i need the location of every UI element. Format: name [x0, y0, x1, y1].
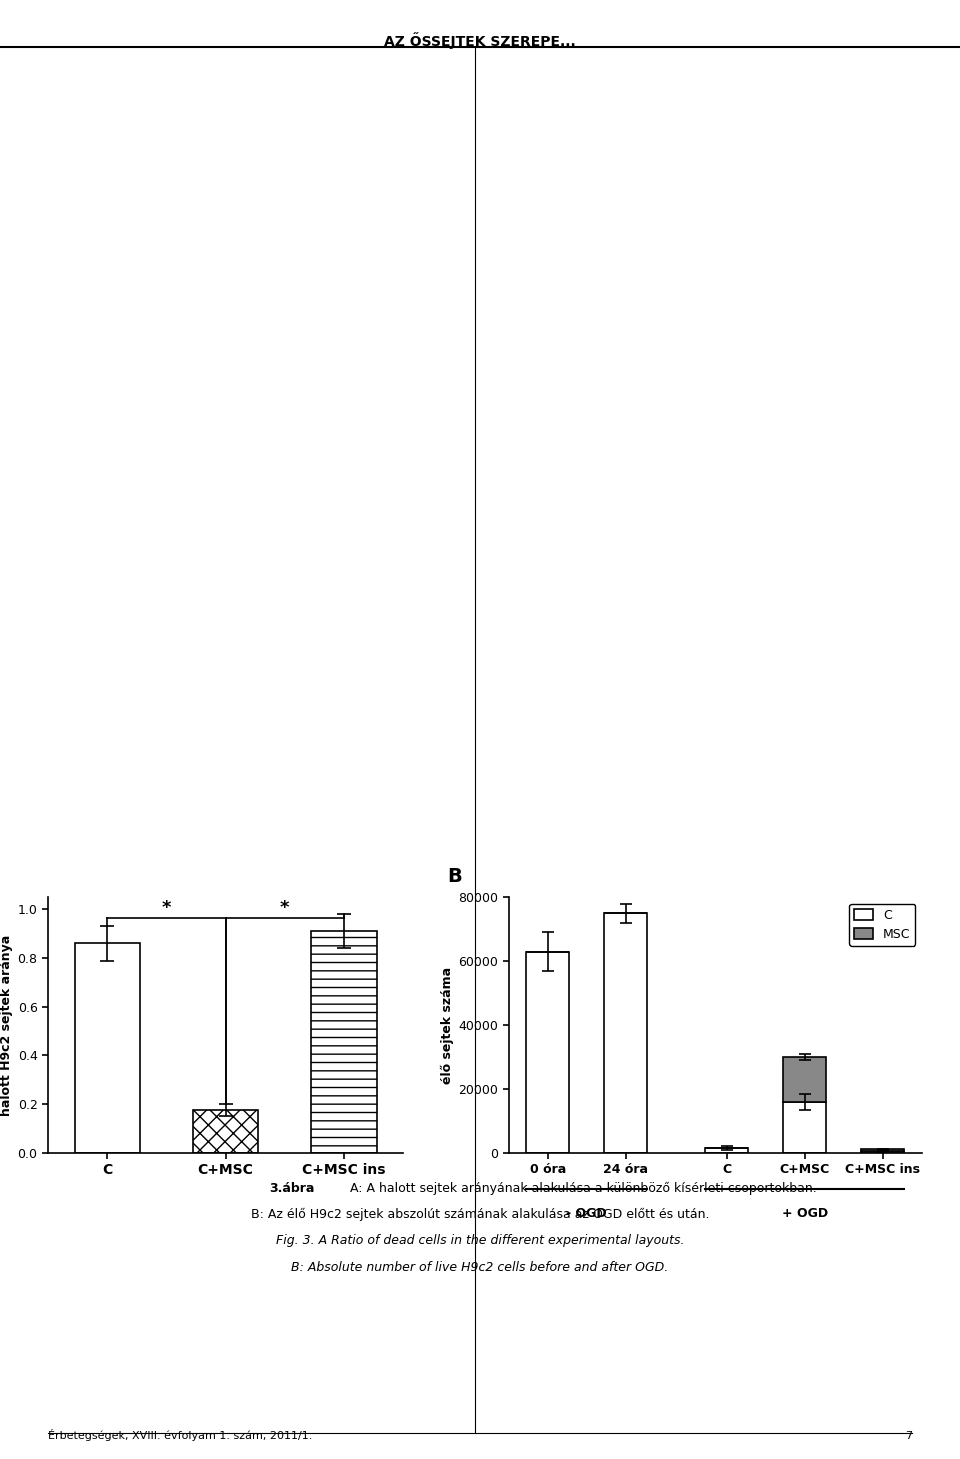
Text: 3.ábra: 3.ábra	[269, 1182, 314, 1195]
Bar	[783, 1102, 827, 1153]
Legend: C, MSC: C, MSC	[849, 903, 915, 945]
Text: *: *	[161, 899, 171, 916]
Text: Érbetegségek, XVIII. évfolyam 1. szám, 2011/1.: Érbetegségek, XVIII. évfolyam 1. szám, 2…	[48, 1430, 312, 1441]
Text: B: Absolute number of live H9c2 cells before and after OGD.: B: Absolute number of live H9c2 cells be…	[292, 1261, 668, 1274]
Bar	[706, 1148, 748, 1153]
Bar	[311, 931, 376, 1153]
Bar	[604, 913, 647, 1153]
Text: AZ ŐSSEJTEK SZEREPE...: AZ ŐSSEJTEK SZEREPE...	[384, 32, 576, 50]
Text: + OGD: + OGD	[781, 1207, 828, 1220]
Text: B: Az élő H9c2 sejtek abszolút számának alakulása az OGD előtt és után.: B: Az élő H9c2 sejtek abszolút számának …	[251, 1208, 709, 1221]
Bar	[526, 951, 569, 1153]
Text: B: B	[447, 867, 462, 886]
Text: A: A halott sejtek arányának alakulása a különböző kísérleti csoportokban.: A: A halott sejtek arányának alakulása a…	[346, 1182, 816, 1195]
Text: - OGD: - OGD	[566, 1207, 607, 1220]
Y-axis label: élő sejtek száma: élő sejtek száma	[441, 966, 454, 1084]
Bar	[193, 1110, 258, 1153]
Y-axis label: halott H9c2 sejtek aránya: halott H9c2 sejtek aránya	[0, 934, 13, 1116]
Text: *: *	[280, 899, 290, 916]
Text: 7: 7	[905, 1431, 912, 1441]
Text: Fig. 3. A Ratio of dead cells in the different experimental layouts.: Fig. 3. A Ratio of dead cells in the dif…	[276, 1234, 684, 1247]
Bar	[861, 1151, 904, 1153]
Bar	[75, 944, 140, 1153]
Bar	[783, 1056, 827, 1102]
